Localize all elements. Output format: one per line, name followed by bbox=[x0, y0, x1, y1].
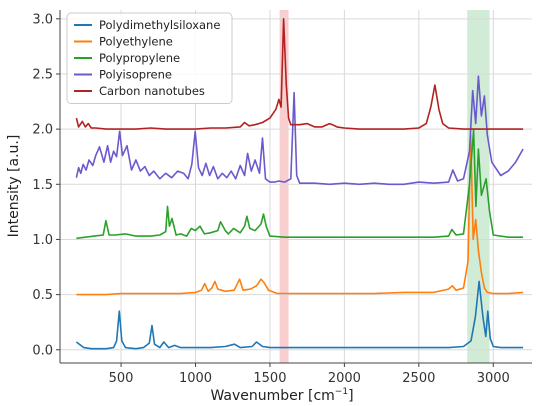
legend: Polydimethylsiloxane Polyethylene Polyprop… bbox=[66, 12, 233, 104]
y-tick-label-5: 2.5 bbox=[32, 67, 53, 82]
x-axis-ticks: 500 1000 1500 2000 2500 3000 bbox=[109, 363, 510, 386]
y-tick-label-1: 0.5 bbox=[32, 288, 53, 303]
x-tick-label-2: 1500 bbox=[253, 371, 286, 386]
y-tick-label-2: 1.0 bbox=[32, 233, 53, 248]
x-tick-label-5: 3000 bbox=[477, 371, 510, 386]
x-tick-label-4: 2500 bbox=[402, 371, 435, 386]
y-tick-label-6: 3.0 bbox=[32, 12, 53, 27]
x-tick-label-3: 2000 bbox=[328, 371, 361, 386]
legend-label-3: Polypropylene bbox=[99, 51, 180, 65]
x-axis-label: Wavenumber [cm−1] bbox=[210, 387, 353, 404]
series-line-polypropylene bbox=[76, 129, 524, 240]
legend-label-1: Polydimethylsiloxane bbox=[99, 18, 220, 32]
series-line-polyethylene bbox=[76, 133, 524, 296]
x-tick-label-1: 1000 bbox=[179, 371, 212, 386]
y-axis-label: Intensity [a.u.] bbox=[6, 135, 22, 238]
y-tick-label-4: 2.0 bbox=[32, 123, 53, 138]
axes bbox=[59, 10, 532, 364]
series-line-carbon-nanotubes bbox=[75, 18, 524, 130]
y-axis-ticks: 0.0 0.5 1.0 1.5 2.0 2.5 3.0 bbox=[32, 12, 60, 358]
series-lines bbox=[75, 18, 524, 350]
y-tick-label-0: 0.0 bbox=[32, 343, 53, 358]
x-tick-label-0: 500 bbox=[109, 371, 134, 386]
y-tick-label-3: 1.5 bbox=[32, 178, 53, 193]
highlight-band-1 bbox=[279, 10, 289, 363]
legend-label-5: Carbon nanotubes bbox=[99, 84, 205, 98]
highlight-bands bbox=[279, 10, 490, 363]
legend-label-2: Polyethylene bbox=[99, 35, 173, 49]
series-line-polydimethylsiloxane bbox=[75, 280, 524, 350]
legend-box bbox=[66, 12, 233, 104]
legend-label-4: Polyisoprene bbox=[99, 68, 172, 82]
series-line-polyisoprene bbox=[75, 75, 524, 186]
